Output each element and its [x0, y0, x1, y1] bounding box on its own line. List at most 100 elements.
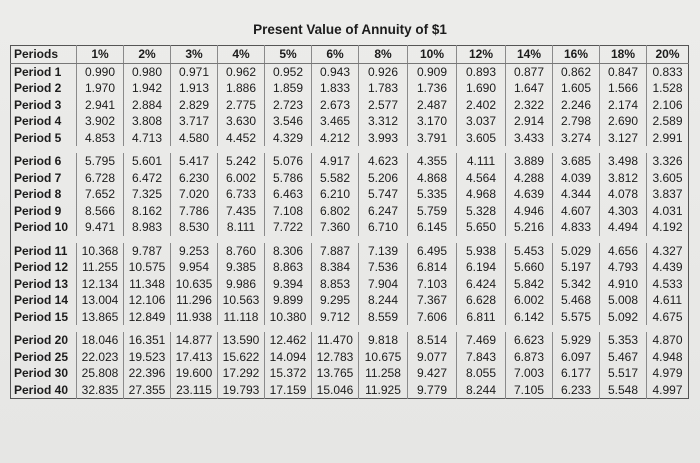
- annuity-factor-cell: 4.344: [552, 186, 600, 203]
- annuity-factor-cell: 9.471: [76, 219, 124, 236]
- annuity-factor-cell: 6.811: [456, 308, 506, 325]
- annuity-factor-cell: 1.859: [264, 80, 312, 97]
- annuity-factor-cell: 4.327: [646, 242, 689, 259]
- group-spacer: [10, 235, 689, 243]
- annuity-factor-cell: 8.530: [170, 219, 218, 236]
- annuity-factor-cell: 15.622: [217, 348, 265, 365]
- annuity-factor-cell: 2.577: [358, 96, 408, 113]
- annuity-factor-cell: 5.453: [505, 242, 553, 259]
- annuity-factor-cell: 0.962: [217, 63, 265, 80]
- annuity-factor-cell: 6.628: [456, 292, 506, 309]
- annuity-factor-cell: 8.055: [456, 365, 506, 382]
- period-label: Period 15: [10, 308, 77, 325]
- table-row: Period 12 11.255 10.575 9.954 9.385 8.863 8.38…: [10, 259, 689, 276]
- header-rate: 6%: [311, 45, 359, 64]
- header-rate: 4%: [217, 45, 265, 64]
- annuity-factor-cell: 4.288: [505, 169, 553, 186]
- header-rate: 16%: [552, 45, 600, 64]
- annuity-factor-cell: 3.837: [646, 186, 689, 203]
- period-label: Period 25: [10, 348, 77, 365]
- annuity-factor-cell: 0.926: [358, 63, 408, 80]
- annuity-factor-cell: 7.367: [407, 292, 457, 309]
- table-row: Period 5 4.853 4.713 4.580 4.452 4.329 4.212 3.…: [10, 129, 689, 146]
- annuity-factor-cell: 8.760: [217, 242, 265, 259]
- annuity-factor-cell: 0.862: [552, 63, 600, 80]
- period-label: Period 9: [10, 202, 77, 219]
- annuity-factor-cell: 9.385: [217, 259, 265, 276]
- annuity-factor-cell: 10.380: [264, 308, 312, 325]
- annuity-factor-cell: 7.325: [123, 186, 171, 203]
- annuity-factor-cell: 1.690: [456, 80, 506, 97]
- annuity-factor-cell: 15.372: [264, 365, 312, 382]
- annuity-factor-cell: 4.870: [646, 332, 689, 349]
- annuity-factor-cell: 2.829: [170, 96, 218, 113]
- header-rate: 1%: [76, 45, 124, 64]
- annuity-factor-cell: 11.258: [358, 365, 408, 382]
- annuity-factor-cell: 15.046: [311, 381, 359, 399]
- header-rate: 5%: [264, 45, 312, 64]
- period-label: Period 8: [10, 186, 77, 203]
- annuity-factor-cell: 4.329: [264, 129, 312, 146]
- annuity-factor-cell: 2.487: [407, 96, 457, 113]
- annuity-factor-cell: 5.517: [599, 365, 647, 382]
- annuity-factor-cell: 17.292: [217, 365, 265, 382]
- annuity-factor-cell: 1.886: [217, 80, 265, 97]
- annuity-factor-cell: 2.402: [456, 96, 506, 113]
- annuity-factor-cell: 12.462: [264, 332, 312, 349]
- annuity-factor-cell: 2.941: [76, 96, 124, 113]
- period-label: Period 40: [10, 381, 77, 399]
- annuity-factor-cell: 4.031: [646, 202, 689, 219]
- annuity-factor-cell: 4.303: [599, 202, 647, 219]
- annuity-factor-cell: 3.312: [358, 113, 408, 130]
- annuity-factor-cell: 14.094: [264, 348, 312, 365]
- annuity-factor-cell: 4.639: [505, 186, 553, 203]
- annuity-factor-cell: 10.635: [170, 275, 218, 292]
- annuity-factor-cell: 25.808: [76, 365, 124, 382]
- annuity-factor-cell: 7.652: [76, 186, 124, 203]
- annuity-factor-cell: 3.808: [123, 113, 171, 130]
- annuity-factor-cell: 8.559: [358, 308, 408, 325]
- annuity-factor-cell: 5.008: [599, 292, 647, 309]
- table-row: Period 30 25.808 22.396 19.600 17.292 15.372 1…: [10, 365, 689, 382]
- table-row: Period 10 9.471 8.983 8.530 8.111 7.722 7.360 6…: [10, 219, 689, 236]
- annuity-factor-cell: 5.076: [264, 153, 312, 170]
- table-row: Period 1 0.990 0.980 0.971 0.962 0.952 0.943 0.…: [10, 63, 689, 80]
- annuity-factor-cell: 3.037: [456, 113, 506, 130]
- annuity-factor-cell: 5.929: [552, 332, 600, 349]
- annuity-factor-cell: 17.159: [264, 381, 312, 399]
- annuity-factor-cell: 5.842: [505, 275, 553, 292]
- annuity-factor-cell: 6.733: [217, 186, 265, 203]
- period-label: Period 5: [10, 129, 77, 146]
- annuity-factor-cell: 6.142: [505, 308, 553, 325]
- annuity-factor-cell: 3.605: [456, 129, 506, 146]
- annuity-factor-cell: 1.833: [311, 80, 359, 97]
- annuity-factor-cell: 4.793: [599, 259, 647, 276]
- annuity-factor-cell: 5.029: [552, 242, 600, 259]
- annuity-factor-cell: 4.439: [646, 259, 689, 276]
- header-rate: 14%: [505, 45, 553, 64]
- annuity-factor-cell: 8.244: [456, 381, 506, 399]
- annuity-factor-cell: 5.216: [505, 219, 553, 236]
- annuity-factor-cell: 4.948: [646, 348, 689, 365]
- annuity-factor-cell: 9.818: [358, 332, 408, 349]
- annuity-factor-cell: 5.242: [217, 153, 265, 170]
- annuity-factor-cell: 2.884: [123, 96, 171, 113]
- annuity-factor-cell: 7.786: [170, 202, 218, 219]
- annuity-factor-cell: 27.355: [123, 381, 171, 399]
- annuity-factor-cell: 4.910: [599, 275, 647, 292]
- annuity-factor-cell: 14.877: [170, 332, 218, 349]
- annuity-factor-cell: 0.971: [170, 63, 218, 80]
- annuity-factor-cell: 6.002: [505, 292, 553, 309]
- annuity-factor-cell: 13.765: [311, 365, 359, 382]
- annuity-factor-cell: 5.353: [599, 332, 647, 349]
- annuity-factor-cell: 5.468: [552, 292, 600, 309]
- annuity-factor-cell: 3.630: [217, 113, 265, 130]
- annuity-factor-cell: 7.722: [264, 219, 312, 236]
- table-row: Period 7 6.728 6.472 6.230 6.002 5.786 5.582 5.…: [10, 169, 689, 186]
- annuity-factor-cell: 1.942: [123, 80, 171, 97]
- annuity-factor-cell: 8.384: [311, 259, 359, 276]
- annuity-factor-cell: 11.938: [170, 308, 218, 325]
- annuity-factor-cell: 11.348: [123, 275, 171, 292]
- annuity-factor-cell: 0.833: [646, 63, 689, 80]
- annuity-factor-cell: 8.111: [217, 219, 265, 236]
